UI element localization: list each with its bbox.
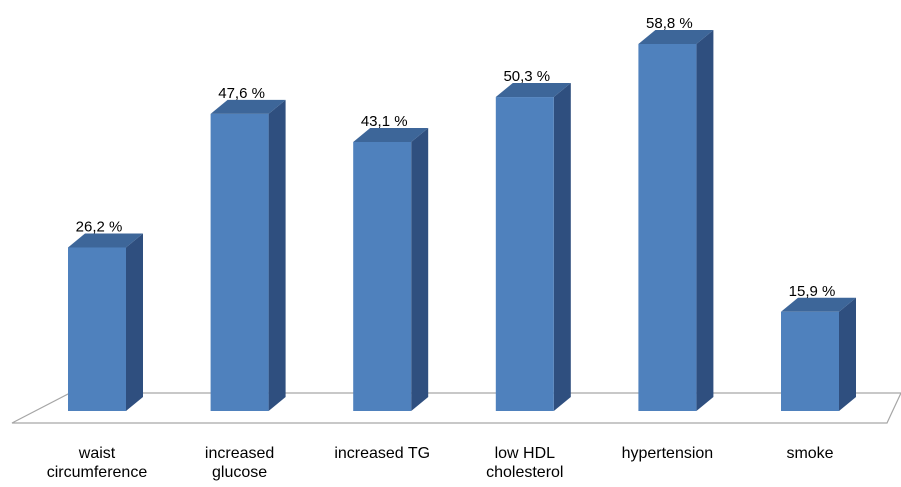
category-label: increased glucose xyxy=(205,445,274,481)
bar xyxy=(353,127,429,412)
bar-group xyxy=(68,30,856,412)
bar-top-face xyxy=(781,297,856,312)
data-label: 26,2 % xyxy=(76,218,123,235)
bar-front-face xyxy=(781,311,839,411)
category-label-line: increased TG xyxy=(334,445,430,462)
category-label: low HDL cholesterol xyxy=(486,445,563,481)
category-label: increased TG xyxy=(334,445,430,462)
category-label: hypertension xyxy=(622,445,714,462)
category-label: smoke xyxy=(786,445,833,462)
bar-front-face xyxy=(210,113,269,412)
bar-front-face xyxy=(495,97,554,411)
data-label: 47,6 % xyxy=(218,85,265,102)
data-label: 15,9 % xyxy=(789,283,836,300)
category-label-line: cholesterol xyxy=(486,464,563,481)
bar xyxy=(495,83,571,411)
data-label: 43,1 % xyxy=(361,113,408,130)
bar-side-face xyxy=(411,127,429,412)
bar-front-face xyxy=(68,247,126,411)
category-label-line: hypertension xyxy=(622,445,714,462)
bar-side-face xyxy=(268,99,286,412)
category-label: waist circumference xyxy=(47,445,148,481)
chart-floor-plane xyxy=(11,392,901,424)
data-label-group: 26,2 % 47,6 % 43,1 % 50,3 % 58,8 % 15,9 % xyxy=(76,15,836,300)
category-label-line: smoke xyxy=(786,445,833,462)
category-label-line: increased xyxy=(205,445,274,462)
bar xyxy=(68,233,143,411)
category-label-line: low HDL xyxy=(495,445,556,462)
data-label: 50,3 % xyxy=(503,68,550,85)
category-label-line: circumference xyxy=(47,464,148,481)
bar-top-face xyxy=(210,99,286,114)
bar-top-face xyxy=(495,83,571,98)
bar-side-face xyxy=(839,297,856,411)
bar xyxy=(638,30,714,411)
bar xyxy=(781,297,856,411)
bar-front-face xyxy=(353,141,412,411)
bar-top-face xyxy=(638,30,714,44)
bar-top-face xyxy=(68,233,143,248)
bar-side-face xyxy=(126,233,143,411)
category-label-line: glucose xyxy=(212,464,267,481)
category-label-line: waist xyxy=(78,445,116,462)
bar xyxy=(210,99,286,412)
bar-front-face xyxy=(638,44,697,411)
data-label: 58,8 % xyxy=(646,15,693,32)
chart-floor xyxy=(11,392,901,424)
bar-top-face xyxy=(353,127,429,142)
bar-side-face xyxy=(553,83,571,411)
bar-side-face xyxy=(696,30,714,411)
